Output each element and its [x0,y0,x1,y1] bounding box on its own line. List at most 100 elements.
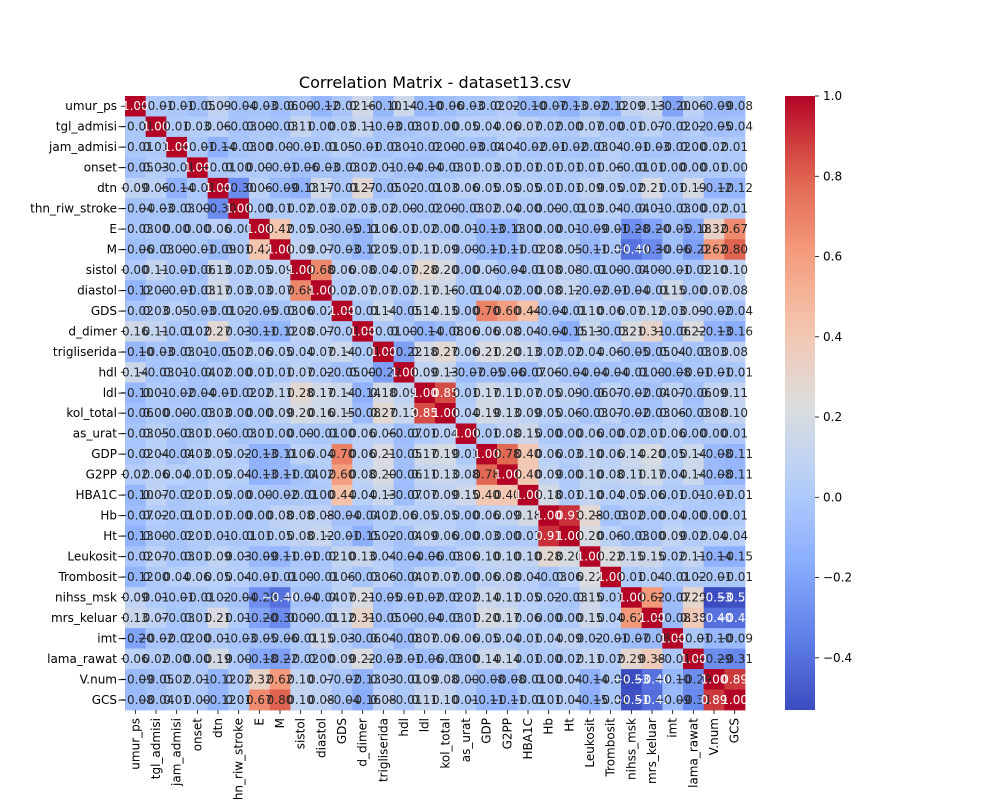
y-tick-label-9: diastol [77,283,117,297]
x-tick-label-28: V.num [707,718,721,755]
heatmap-cell-3-11 [352,157,374,179]
heatmap-cell-0-22 [579,96,601,117]
heatmap-cell-4-4 [207,177,229,199]
heatmap-cell-value-27-29: −0.31 [716,652,753,666]
heatmap-cell-1-19 [517,116,539,138]
heatmap-cell-7-6 [249,239,271,261]
heatmap-cell-8-29 [724,259,746,281]
heatmap-cell-1-5 [228,116,250,138]
heatmap-cell-5-0 [125,198,147,220]
heatmap-cell-4-7 [269,177,291,199]
heatmap-cell-2-25 [641,136,663,158]
heatmap-cell-0-6 [249,96,271,117]
heatmap-cell-value-21-29: 0.04 [721,529,748,543]
heatmap-cell-8-4 [207,259,229,281]
heatmap-cell-0-12 [373,96,395,117]
heatmap-cell-5-17 [476,198,498,220]
heatmap-cell-8-28 [703,259,725,281]
heatmap-cell-6-5 [228,218,250,240]
heatmap-cell-1-24 [621,116,643,138]
heatmap-cell-7-3 [187,239,209,261]
heatmap-cell-5-24 [621,198,643,220]
heatmap-cell-10-24 [621,300,643,322]
heatmap-cell-2-1 [145,136,167,158]
heatmap-cell-3-19 [517,157,539,179]
heatmap-cell-7-24 [621,239,643,261]
heatmap-cell-10-26 [662,300,684,322]
x-tick-label-25: mrs_keluar [645,718,659,784]
heatmap-cell-4-29 [724,177,746,199]
heatmap-cell-10-6 [249,300,271,322]
heatmap-cell-9-3 [187,280,209,302]
heatmap-cell-9-6 [249,280,271,302]
heatmap-cell-9-29 [724,280,746,302]
heatmap-cell-value-17-29: −0.11 [716,447,753,461]
heatmap-cell-8-6 [249,259,271,281]
heatmap-cell-8-2 [166,259,188,281]
heatmap-cell-0-4 [207,96,229,117]
heatmap-cell-4-0 [125,177,147,199]
heatmap-cell-3-2 [166,157,188,179]
heatmap-cell-4-2 [166,177,188,199]
x-tick-label-7: M [273,718,287,728]
heatmap-cell-3-0 [125,157,147,179]
heatmap-cell-5-3 [187,198,209,220]
heatmap-cell-1-12 [373,116,395,138]
heatmap-cell-8-18 [497,259,519,281]
heatmap-cell-8-23 [600,259,622,281]
heatmap-cell-8-8 [290,259,312,281]
heatmap-cell-5-6 [249,198,271,220]
heatmap-cell-4-20 [538,177,560,199]
heatmap-cell-8-14 [414,259,436,281]
heatmap-cell-0-19 [517,96,539,117]
heatmap-cell-4-25 [641,177,663,199]
heatmap-cell-2-23 [600,136,622,158]
y-tick-label-19: HBA1C [76,488,117,502]
x-tick-label-19: HBA1C [521,718,535,759]
heatmap-cell-3-16 [455,157,477,179]
heatmap-cell-8-5 [228,259,250,281]
colorbar-tick-label-7: −0.4 [823,651,852,665]
heatmap-cell-2-8 [290,136,312,158]
heatmap-cell-5-7 [269,198,291,220]
heatmap-cell-10-14 [414,300,436,322]
heatmap-cell-3-18 [497,157,519,179]
heatmap-cell-7-26 [662,239,684,261]
heatmap-cell-9-12 [373,280,395,302]
heatmap-cell-4-10 [331,177,353,199]
heatmap-cell-6-26 [662,218,684,240]
heatmap-cell-6-25 [641,218,663,240]
heatmap-cell-1-27 [683,116,705,138]
heatmap-cell-9-0 [125,280,147,302]
heatmap-cell-8-16 [455,259,477,281]
x-tick-label-1: tgl_admisi [149,718,163,779]
heatmap-cell-value-19-29: −0.01 [716,488,753,502]
heatmap-cell-value-1-29: −0.04 [716,120,753,134]
heatmap-cell-9-10 [331,280,353,302]
heatmap-cell-5-11 [352,198,374,220]
heatmap-cell-5-22 [579,198,601,220]
heatmap-cell-0-15 [435,96,457,117]
heatmap-cell-5-14 [414,198,436,220]
heatmap-cell-4-12 [373,177,395,199]
heatmap-cell-7-29 [724,239,746,261]
heatmap-cell-7-17 [476,239,498,261]
heatmap-cell-1-10 [331,116,353,138]
heatmap-cell-7-21 [559,239,581,261]
heatmap-cell-2-17 [476,136,498,158]
heatmap-cell-7-22 [579,239,601,261]
heatmap-cell-value-18-29: −0.11 [716,468,753,482]
heatmap-cell-8-12 [373,259,395,281]
heatmap-cell-9-25 [641,280,663,302]
heatmap-cell-10-11 [352,300,374,322]
x-tick-label-11: d_dimer [356,718,370,767]
heatmap-cell-3-23 [600,157,622,179]
heatmap-cell-2-15 [435,136,457,158]
heatmap-cell-1-11 [352,116,374,138]
heatmap-cell-3-25 [641,157,663,179]
heatmap-cell-4-18 [497,177,519,199]
heatmap-cell-7-23 [600,239,622,261]
heatmap-cell-2-10 [331,136,353,158]
y-tick-label-2: jam_admisi [48,140,117,154]
heatmap-cell-1-25 [641,116,663,138]
